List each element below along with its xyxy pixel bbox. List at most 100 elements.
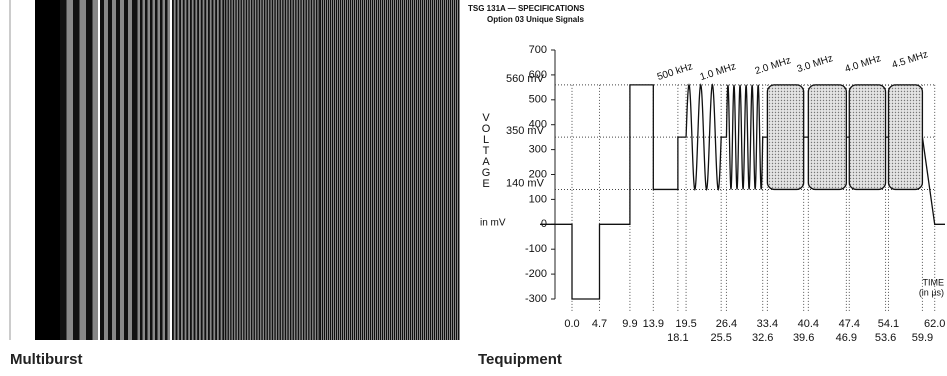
stripe xyxy=(254,0,255,340)
stripe xyxy=(402,0,403,340)
stripe xyxy=(241,0,242,340)
stripe xyxy=(100,0,104,340)
stripe xyxy=(280,0,281,340)
x-tick-label: 32.6 xyxy=(752,332,773,344)
stripe xyxy=(124,0,128,340)
stripe xyxy=(251,0,252,340)
y-tick-label: -300 xyxy=(525,293,547,305)
x-tick-label: 25.5 xyxy=(710,332,731,344)
x-tick-label: 4.7 xyxy=(592,318,607,330)
stripe xyxy=(434,0,435,340)
stripe xyxy=(426,0,427,340)
stripe xyxy=(222,0,224,340)
y-tick-label: 300 xyxy=(529,144,547,156)
stripe xyxy=(230,0,231,340)
stripe xyxy=(388,0,389,340)
page: Multiburst Tequipment TSG 131A — SPECIFI… xyxy=(0,0,947,376)
stripe xyxy=(330,0,331,340)
stripe xyxy=(430,0,431,340)
stripe xyxy=(238,0,239,340)
stripe xyxy=(420,0,421,340)
chart-title: TSG 131A — SPECIFICATIONS xyxy=(468,4,585,13)
stripe xyxy=(364,0,365,340)
stripe xyxy=(285,0,286,340)
stripe xyxy=(306,0,307,340)
stripe xyxy=(172,0,174,340)
stripe xyxy=(179,0,181,340)
stripe xyxy=(322,0,323,340)
stripe xyxy=(246,0,247,340)
x-tick-label: 13.9 xyxy=(643,318,664,330)
x-tick-label: 18.1 xyxy=(667,332,688,344)
y-tick-label: 500 xyxy=(529,94,547,106)
stripe xyxy=(208,0,210,340)
stripe xyxy=(215,0,217,340)
stripe xyxy=(362,0,363,340)
burst-label: 4.5 MHz xyxy=(891,49,930,71)
stripe xyxy=(450,0,451,340)
caption: Tequipment xyxy=(478,351,562,368)
stripe xyxy=(458,0,459,340)
stripe xyxy=(233,0,234,340)
stripe xyxy=(442,0,443,340)
stripe xyxy=(418,0,419,340)
y-tick-label: 700 xyxy=(529,44,547,56)
x-tick-label: 40.4 xyxy=(798,318,819,330)
x-tick-label: 39.6 xyxy=(793,332,814,344)
x-tick-label: 9.9 xyxy=(622,318,637,330)
x-tick-label: 59.9 xyxy=(912,332,933,344)
stripe xyxy=(287,0,288,340)
burst-label: 3.0 MHz xyxy=(796,53,835,75)
stripe xyxy=(190,0,192,340)
stripe xyxy=(73,0,80,340)
stripe xyxy=(396,0,397,340)
x-tick-label: 47.4 xyxy=(839,318,860,330)
stripe xyxy=(235,0,236,340)
stripe xyxy=(108,0,112,340)
stripe xyxy=(394,0,395,340)
stripe xyxy=(298,0,299,340)
stripe xyxy=(300,0,301,340)
stripe xyxy=(274,0,275,340)
burst-box xyxy=(767,85,803,190)
stripe xyxy=(382,0,383,340)
stripe xyxy=(248,0,249,340)
x-label: TIME xyxy=(923,277,945,287)
burst-box xyxy=(808,85,846,190)
stripe xyxy=(416,0,417,340)
y-tick-label: -200 xyxy=(525,268,547,280)
stripe xyxy=(358,0,359,340)
stripe xyxy=(316,0,317,340)
stripe xyxy=(194,0,196,340)
stripe xyxy=(261,0,262,340)
x-tick-label: 46.9 xyxy=(836,332,857,344)
stripe xyxy=(398,0,399,340)
stripe xyxy=(448,0,449,340)
stripe xyxy=(243,0,244,340)
stripe xyxy=(326,0,327,340)
x-tick-label: 26.4 xyxy=(716,318,737,330)
burst-box xyxy=(849,85,885,190)
stripe xyxy=(264,0,265,340)
burst-label: 1.0 MHz xyxy=(699,61,738,83)
stripe xyxy=(60,0,67,340)
stripe xyxy=(267,0,268,340)
stripe xyxy=(454,0,455,340)
stripe xyxy=(277,0,278,340)
stripe xyxy=(432,0,433,340)
stripe xyxy=(311,0,312,340)
stripe xyxy=(410,0,411,340)
level-label: 140 mV xyxy=(506,177,545,189)
stripe xyxy=(342,0,343,340)
stripe xyxy=(319,0,320,340)
stripe xyxy=(308,0,309,340)
stripe xyxy=(424,0,425,340)
stripe xyxy=(404,0,405,340)
x-tick-label: 33.4 xyxy=(757,318,778,330)
stripe xyxy=(324,0,325,340)
stripe xyxy=(197,0,199,340)
stripe xyxy=(440,0,441,340)
stripe xyxy=(372,0,373,340)
stripe xyxy=(368,0,369,340)
stripe xyxy=(160,0,163,340)
